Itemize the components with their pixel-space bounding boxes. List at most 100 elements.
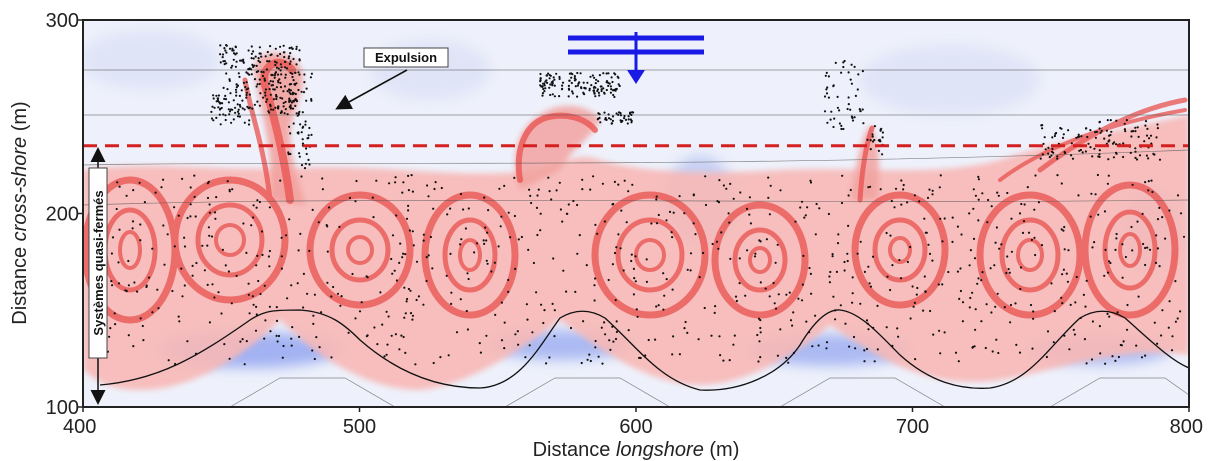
- particle: [1124, 255, 1127, 259]
- particle: [1115, 143, 1118, 146]
- particle: [258, 61, 262, 64]
- particle: [247, 107, 250, 110]
- particle: [273, 88, 276, 91]
- particle: [339, 304, 342, 307]
- particle: [832, 125, 835, 129]
- particle: [449, 207, 452, 210]
- particle: [846, 259, 849, 263]
- particle: [302, 272, 305, 275]
- particle: [881, 136, 884, 139]
- particle: [1158, 265, 1161, 268]
- particle: [272, 88, 275, 91]
- particle: [1179, 212, 1183, 215]
- particle: [1055, 131, 1058, 135]
- particle: [201, 244, 204, 247]
- particle: [853, 116, 856, 119]
- particle: [401, 191, 404, 194]
- particle: [745, 207, 749, 210]
- particle: [516, 330, 519, 333]
- particle: [258, 104, 261, 107]
- particle: [968, 212, 971, 215]
- particle: [271, 84, 274, 87]
- particle: [598, 94, 601, 97]
- particle: [1107, 158, 1110, 161]
- particle: [313, 293, 316, 296]
- particle: [1134, 130, 1137, 133]
- particle: [250, 45, 253, 48]
- particle: [253, 103, 256, 106]
- particle: [678, 353, 682, 356]
- particle: [1136, 126, 1139, 129]
- particle: [310, 72, 313, 75]
- particle: [825, 92, 829, 95]
- particle: [189, 186, 192, 189]
- particle: [580, 86, 583, 89]
- particle: [854, 94, 858, 97]
- particle: [1179, 310, 1182, 313]
- particle: [1130, 225, 1133, 229]
- expulsion-label: Expulsion: [375, 50, 437, 65]
- particle: [291, 107, 295, 110]
- particle: [906, 201, 909, 204]
- particle: [288, 218, 291, 221]
- particle: [866, 138, 869, 141]
- particle: [805, 320, 808, 323]
- particle: [300, 164, 304, 167]
- particle: [1029, 303, 1033, 307]
- particle: [139, 239, 142, 242]
- particle: [1156, 123, 1159, 126]
- particle: [645, 258, 648, 261]
- particle: [213, 296, 216, 299]
- particle: [320, 311, 323, 314]
- particle: [514, 333, 517, 336]
- particle: [811, 345, 814, 348]
- particle: [592, 89, 595, 92]
- particle: [1056, 155, 1059, 158]
- particle: [561, 220, 564, 223]
- particle: [417, 295, 420, 298]
- particle: [1010, 217, 1013, 220]
- particle: [1108, 260, 1111, 263]
- particle: [243, 121, 246, 124]
- particle: [567, 95, 570, 98]
- particle: [264, 319, 267, 322]
- particle: [230, 121, 233, 124]
- particle: [733, 334, 736, 337]
- particle: [261, 74, 264, 78]
- particle: [540, 303, 543, 306]
- particle: [548, 86, 551, 89]
- particle: [1160, 334, 1163, 337]
- particle: [235, 60, 238, 63]
- particle: [509, 236, 512, 239]
- particle: [928, 188, 931, 191]
- particle: [241, 338, 244, 341]
- particle: [727, 212, 730, 215]
- particle: [432, 207, 435, 210]
- particle: [1121, 276, 1124, 279]
- particle: [834, 61, 837, 64]
- particle: [1151, 190, 1154, 194]
- particle: [290, 101, 293, 104]
- particle: [299, 123, 302, 126]
- particle: [713, 311, 716, 314]
- particle: [617, 113, 620, 116]
- particle: [614, 337, 618, 341]
- particle: [1107, 174, 1110, 177]
- particle: [125, 194, 128, 197]
- particle: [1124, 130, 1127, 133]
- particle: [603, 111, 606, 114]
- particle: [189, 203, 192, 206]
- particle: [422, 233, 425, 236]
- particle: [291, 75, 294, 79]
- particle: [275, 319, 279, 322]
- particle: [1134, 126, 1137, 129]
- particle: [835, 270, 839, 273]
- particle: [1106, 182, 1109, 185]
- particle: [268, 249, 271, 253]
- particle: [976, 282, 979, 285]
- particle: [613, 95, 616, 99]
- particle: [902, 188, 905, 191]
- particle: [266, 98, 269, 101]
- particle: [840, 127, 843, 131]
- particle: [220, 106, 223, 110]
